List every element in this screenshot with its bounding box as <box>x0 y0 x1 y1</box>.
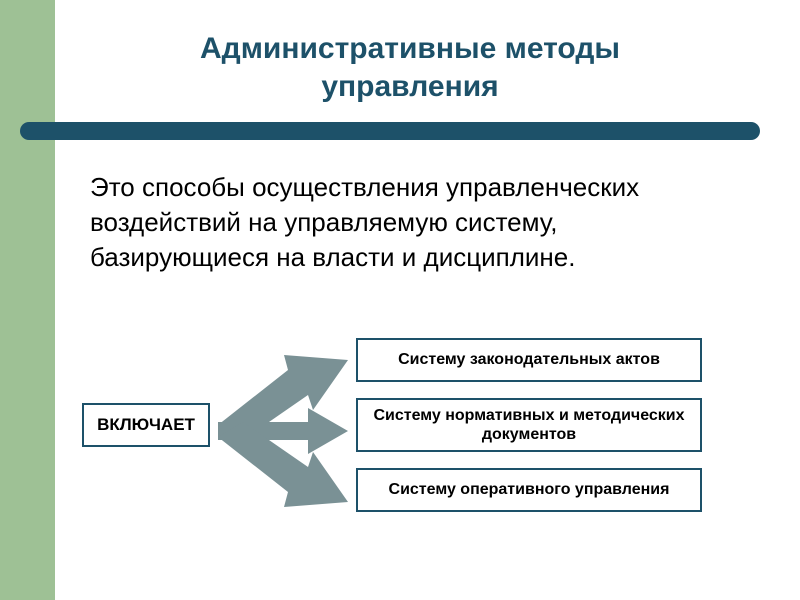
includes-label: ВКЛЮЧАЕТ <box>97 415 195 435</box>
result-box-legislative: Систему законодательных актов <box>356 338 702 382</box>
result-box-operational: Систему оперативного управления <box>356 468 702 512</box>
includes-box: ВКЛЮЧАЕТ <box>82 403 210 447</box>
result-box-normative: Систему нормативных и методических докум… <box>356 398 702 452</box>
result-box-label: Систему оперативного управления <box>389 480 670 499</box>
result-box-label: Систему нормативных и методических докум… <box>366 406 692 444</box>
arrows-group <box>218 350 348 512</box>
accent-bar <box>20 122 760 140</box>
left-sidebar <box>0 0 55 600</box>
result-box-label: Систему законодательных актов <box>398 350 660 369</box>
title-line1: Административные методы <box>200 32 620 65</box>
page-title: Административные методы управления <box>120 30 700 105</box>
title-line2: управления <box>321 70 498 103</box>
description-text: Это способы осуществления управленческих… <box>90 170 730 275</box>
